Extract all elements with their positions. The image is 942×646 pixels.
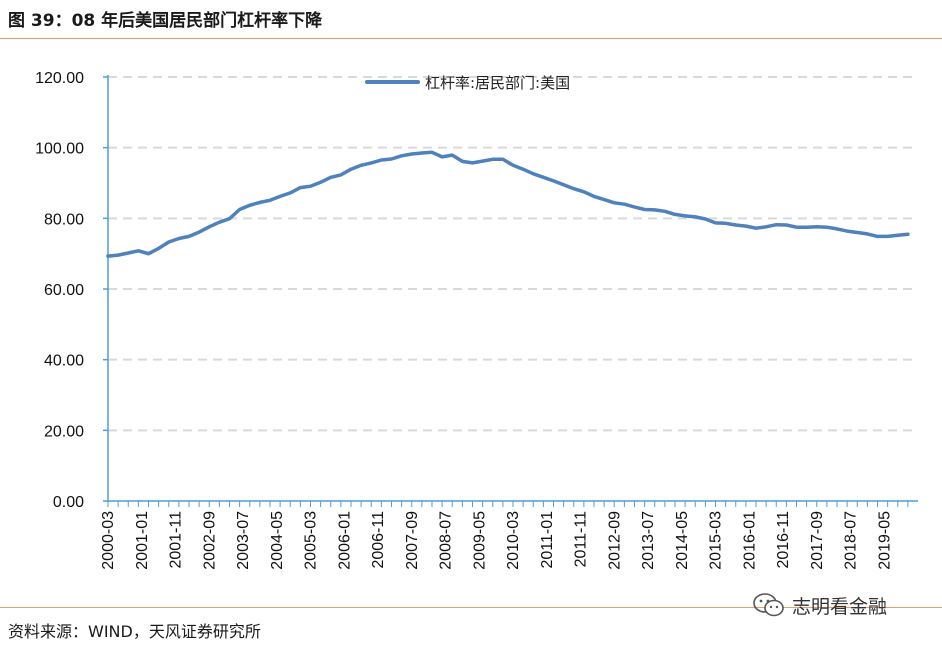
title-divider bbox=[0, 38, 942, 39]
x-tick-label: 2016-11 bbox=[775, 511, 792, 569]
line-chart: 0.00 20.00 40.00 60.00 80.00 100.00 120.00 200… bbox=[35, 70, 918, 570]
x-tick-label: 2017-09 bbox=[809, 511, 826, 570]
y-tick-labels: 0.00 20.00 40.00 60.00 80.00 100.00 120.00 bbox=[35, 70, 84, 511]
series-layer bbox=[106, 150, 910, 258]
x-tick-label: 2019-05 bbox=[876, 511, 893, 570]
x-tick-label: 2011-01 bbox=[539, 511, 556, 569]
x-tick-label: 2004-05 bbox=[269, 511, 286, 570]
x-tick-label: 2012-09 bbox=[606, 511, 623, 570]
gridlines bbox=[108, 76, 918, 432]
source-divider bbox=[0, 607, 942, 608]
x-tick-label: 2013-07 bbox=[640, 511, 657, 570]
y-tick-label: 20.00 bbox=[44, 423, 84, 440]
y-tick-label: 60.00 bbox=[44, 282, 84, 299]
wechat-icon bbox=[753, 593, 784, 617]
y-tick-label: 100.00 bbox=[35, 141, 84, 158]
x-tick-label: 2001-11 bbox=[168, 511, 185, 569]
x-tick-label: 2007-09 bbox=[404, 511, 421, 570]
x-tick-label: 2006-11 bbox=[370, 511, 387, 569]
y-tick-label: 40.00 bbox=[44, 353, 84, 370]
x-tick-label: 2010-03 bbox=[505, 511, 522, 570]
legend: 杠杆率:居民部门:美国 bbox=[365, 74, 570, 92]
x-tick-label: 2016-01 bbox=[741, 511, 758, 570]
x-tick-label: 2009-05 bbox=[471, 511, 488, 570]
source-note: 资料来源：WIND，天风证券研究所 bbox=[8, 622, 261, 641]
figure-title: 图 39：08 年后美国居民部门杠杆率下降 bbox=[8, 11, 323, 31]
x-tick-label: 2015-03 bbox=[708, 511, 725, 570]
watermark: 志明看金融 bbox=[752, 590, 887, 620]
x-tick-label: 2011-11 bbox=[573, 511, 590, 567]
watermark-text: 志明看金融 bbox=[792, 595, 888, 618]
x-tick-label: 2008-07 bbox=[438, 511, 455, 570]
x-tick-label: 2000-03 bbox=[100, 511, 117, 570]
x-tick-label: 2005-03 bbox=[303, 511, 320, 570]
series-line bbox=[106, 150, 910, 258]
x-tick-labels: 2000-03 2001-01 2001-11 2002-09 2003-07 2004-… bbox=[100, 511, 893, 570]
x-tick-label: 2006-01 bbox=[336, 511, 353, 570]
x-tick-label: 2014-05 bbox=[674, 511, 691, 570]
x-tick-label: 2002-09 bbox=[201, 511, 218, 570]
x-tick-label: 2001-01 bbox=[134, 511, 151, 570]
legend-label: 杠杆率:居民部门:美国 bbox=[425, 74, 570, 92]
axes bbox=[103, 75, 918, 507]
y-tick-label: 120.00 bbox=[35, 70, 84, 87]
y-tick-label: 80.00 bbox=[44, 211, 84, 228]
x-tick-label: 2018-07 bbox=[843, 511, 860, 570]
x-tick-label: 2003-07 bbox=[235, 511, 252, 570]
y-tick-label: 0.00 bbox=[53, 494, 84, 511]
